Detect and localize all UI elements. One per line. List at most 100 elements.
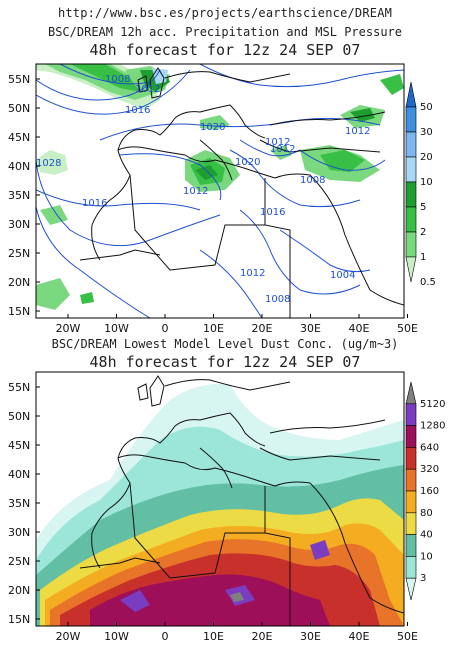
- lon-tick-label: 50E: [397, 322, 418, 335]
- colorbar-swatch: [405, 468, 417, 492]
- lat-tick-label: 35N: [8, 497, 30, 510]
- dust-shading: [36, 384, 404, 626]
- colorbar-swatch: [405, 534, 417, 557]
- lon-tick-label: 20W: [56, 630, 81, 643]
- lat-tick-label: 50N: [8, 102, 30, 115]
- colorbar-swatch: [405, 425, 417, 448]
- isobar-label: 1016: [125, 105, 150, 116]
- colorbar-label: 1: [420, 252, 426, 263]
- lon-tick-label: 40E: [349, 322, 370, 335]
- colorbar-swatch: [405, 403, 417, 426]
- colorbar-label: 5: [420, 202, 426, 213]
- isobar-label: 1016: [82, 198, 107, 209]
- lat-tick-label: 15N: [8, 305, 30, 318]
- colorbar-label: 3: [420, 573, 426, 584]
- lat-tick-label: 25N: [8, 247, 30, 260]
- colorbar-label: 5120: [420, 399, 445, 410]
- lat-tick-label: 25N: [8, 555, 30, 568]
- colorbar-cap: [405, 81, 417, 108]
- colorbar-swatch: [405, 490, 417, 514]
- isobar-label: 1012: [183, 186, 208, 197]
- colorbar-label: 40: [420, 530, 433, 541]
- lon-tick-label: 10W: [104, 322, 129, 335]
- lon-tick-label: 20E: [252, 322, 273, 335]
- lat-tick-label: 40N: [8, 468, 30, 481]
- dust-colorbar: 5120 1280 640 320 160 80 40 10 3: [405, 381, 445, 601]
- coastlines: [79, 375, 404, 626]
- isobar-label: 1012: [240, 268, 265, 279]
- isobar-labels: 1008 1012 1016 1020 1028 1012 1012 1016 …: [36, 74, 370, 305]
- isobar-label: 1012: [135, 84, 160, 95]
- lat-tick-label: 20N: [8, 276, 30, 289]
- colorbar-swatch: [405, 181, 417, 208]
- lat-tick-label: 20N: [8, 584, 30, 597]
- colorbar-label: 80: [420, 508, 433, 519]
- lon-tick-label: 0: [162, 322, 169, 335]
- isobar-label: 1008: [300, 175, 325, 186]
- isobar-label: 1020: [200, 122, 225, 133]
- isobar-label: 1016: [260, 207, 285, 218]
- isobar-label: 1012: [265, 137, 290, 148]
- dust-panel-subtitle: 48h forecast for 12z 24 SEP 07: [89, 353, 361, 371]
- isobar-label: 1008: [105, 74, 130, 85]
- axis-labels: 55N 50N 45N 40N 35N 30N 25N 20N 15N 20W 10W 0 10E 20E…: [8, 73, 418, 643]
- colorbar-label: 1280: [420, 421, 445, 432]
- lon-tick-label: 50E: [397, 630, 418, 643]
- lon-tick-label: 30E: [300, 322, 321, 335]
- colorbar-label: 160: [420, 486, 439, 497]
- precip-panel-title: BSC/DREAM 12h acc. Precipitation and MSL…: [47, 25, 402, 39]
- colorbar-cap: [405, 381, 417, 405]
- colorbar-swatch: [405, 231, 417, 258]
- isobars: [36, 64, 404, 318]
- precip-colorbar: 50 30 20 10 5 2 1 0.5: [405, 81, 436, 288]
- lat-tick-label: 30N: [8, 218, 30, 231]
- colorbar-swatch: [405, 512, 417, 535]
- colorbar-cap: [405, 256, 417, 283]
- lon-tick-label: 10W: [104, 630, 129, 643]
- lat-tick-label: 30N: [8, 526, 30, 539]
- isobar-label: 1012: [270, 144, 295, 155]
- colorbar-swatch: [405, 447, 417, 470]
- colorbar-cap: [405, 577, 417, 601]
- colorbar-label: 50: [420, 102, 433, 113]
- colorbar-label: 0.5: [420, 277, 436, 288]
- colorbar-label: 2: [420, 227, 426, 238]
- colorbar-swatch: [405, 106, 417, 133]
- lat-tick-label: 45N: [8, 131, 30, 144]
- isobar-label: 1028: [36, 158, 61, 169]
- lat-tick-label: 55N: [8, 381, 30, 394]
- lat-tick-label: 50N: [8, 410, 30, 423]
- lat-tick-label: 15N: [8, 613, 30, 626]
- isobar-label: 1004: [330, 270, 355, 281]
- colorbar-swatch: [405, 131, 417, 158]
- lat-tick-label: 40N: [8, 160, 30, 173]
- colorbar-label: 320: [420, 464, 439, 475]
- dust-panel-title: BSC/DREAM Lowest Model Level Dust Conc. …: [51, 337, 399, 351]
- isobar-label: 1012: [345, 126, 370, 137]
- colorbar-label: 10: [420, 551, 433, 562]
- lon-tick-label: 0: [162, 630, 169, 643]
- coastlines: [79, 67, 404, 318]
- precip-panel-subtitle: 48h forecast for 12z 24 SEP 07: [89, 41, 361, 59]
- colorbar-label: 640: [420, 442, 439, 453]
- lon-tick-label: 40E: [349, 630, 370, 643]
- lat-tick-label: 45N: [8, 439, 30, 452]
- isobar-label: 1008: [265, 294, 290, 305]
- colorbar-swatch: [405, 156, 417, 183]
- isobar-label: 1020: [235, 157, 260, 168]
- source-url: http://www.bsc.es/projects/earthscience/…: [57, 6, 393, 20]
- lat-tick-label: 55N: [8, 73, 30, 86]
- colorbar-swatch: [405, 206, 417, 233]
- lon-tick-label: 20E: [252, 630, 273, 643]
- colorbar-label: 30: [420, 127, 433, 138]
- dust-map: [35, 371, 405, 627]
- colorbar-label: 20: [420, 152, 433, 163]
- lon-tick-label: 10E: [203, 630, 224, 643]
- lon-tick-label: 20W: [56, 322, 81, 335]
- lon-tick-label: 30E: [300, 630, 321, 643]
- lat-tick-label: 35N: [8, 189, 30, 202]
- colorbar-swatch: [405, 556, 417, 579]
- precip-map: 1008 1012 1016 1020 1028 1012 1012 1016 …: [35, 63, 405, 319]
- colorbar-label: 10: [420, 177, 433, 188]
